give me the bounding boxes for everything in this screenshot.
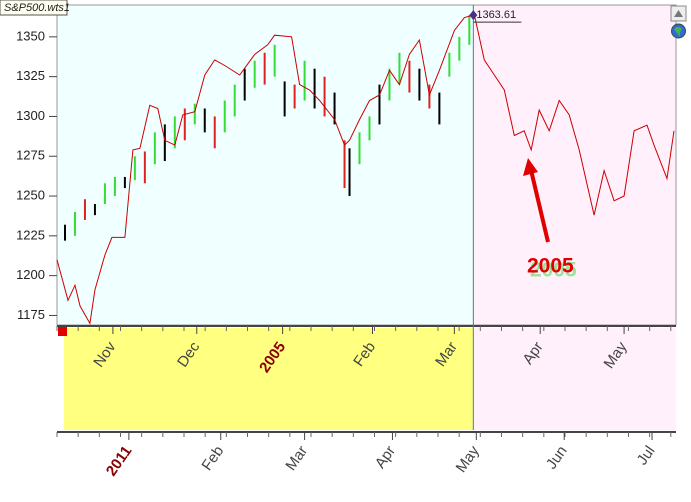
- last-marker: [469, 10, 478, 21]
- y-tick-label: 1200: [16, 267, 45, 282]
- chart-title: S&P500.wts1: [4, 2, 70, 14]
- annotation-text: 2005: [527, 255, 574, 278]
- x-band-past: [64, 328, 474, 430]
- forecast-area: [473, 5, 676, 325]
- analog-line: [56, 13, 675, 325]
- y-tick-label: 1250: [16, 187, 45, 202]
- y-tick-label: 1225: [16, 227, 45, 242]
- title-box: [0, 0, 68, 16]
- x-band-future: [473, 328, 676, 430]
- last-value-label: 1363.61: [476, 9, 516, 21]
- y-tick-label: 1300: [16, 108, 45, 123]
- marker-box[interactable]: [58, 327, 67, 336]
- annotation-shadow: 2005: [530, 259, 577, 282]
- arrow-icon: [674, 10, 683, 17]
- annotation-arrow: [529, 169, 550, 243]
- globe-land: [674, 27, 682, 37]
- y-tick-label: 1350: [16, 28, 45, 43]
- y-tick-label: 1325: [16, 68, 45, 83]
- y-tick-label: 1275: [16, 148, 45, 163]
- y-tick-label: 1175: [17, 307, 45, 322]
- annotation-arrowhead: [523, 158, 538, 176]
